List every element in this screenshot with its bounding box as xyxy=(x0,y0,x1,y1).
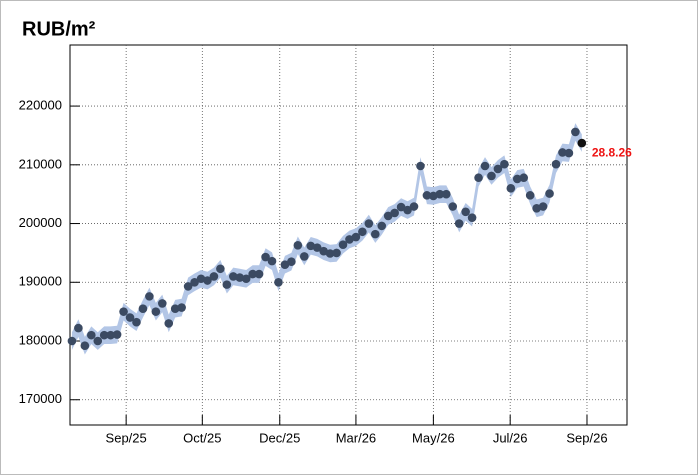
chart-title: RUB/m² xyxy=(22,18,96,40)
point xyxy=(125,313,135,322)
x-tick-label: Dec/25 xyxy=(259,430,300,445)
point xyxy=(164,319,174,328)
point xyxy=(241,274,251,284)
point xyxy=(93,336,103,346)
point xyxy=(429,191,438,201)
point xyxy=(345,235,354,244)
point xyxy=(216,264,225,274)
plot-frame xyxy=(69,44,628,426)
point xyxy=(190,277,199,287)
point xyxy=(274,277,283,287)
point xyxy=(571,127,580,137)
point xyxy=(461,207,470,217)
point xyxy=(358,227,367,237)
point xyxy=(538,202,548,211)
point xyxy=(493,164,503,174)
point xyxy=(332,248,341,258)
point xyxy=(512,174,522,184)
point xyxy=(80,341,90,351)
y-tick-label: 200000 xyxy=(19,215,62,230)
point xyxy=(287,257,296,267)
point xyxy=(545,189,554,198)
point xyxy=(132,317,141,327)
point xyxy=(506,184,516,193)
point xyxy=(306,241,316,251)
point xyxy=(487,171,496,181)
point xyxy=(254,269,264,279)
point xyxy=(74,323,83,333)
point xyxy=(99,330,109,340)
point xyxy=(203,276,212,285)
point xyxy=(390,208,399,218)
point xyxy=(235,273,245,282)
point xyxy=(112,330,122,339)
point xyxy=(299,252,309,261)
point xyxy=(325,249,335,258)
point xyxy=(519,173,529,183)
x-tick-label: Sep/26 xyxy=(566,430,607,445)
point xyxy=(261,252,270,262)
point xyxy=(177,303,186,312)
point xyxy=(222,280,232,289)
point xyxy=(564,148,574,158)
point xyxy=(403,205,412,215)
point xyxy=(338,240,348,249)
point xyxy=(474,173,483,183)
y-tick-label: 170000 xyxy=(19,391,62,406)
point xyxy=(280,260,290,269)
point xyxy=(467,213,477,222)
y-tick-label: 190000 xyxy=(19,274,62,289)
point xyxy=(319,246,328,256)
point xyxy=(228,272,238,281)
point xyxy=(500,159,509,169)
point xyxy=(293,240,303,250)
point xyxy=(532,203,541,213)
point xyxy=(312,243,322,252)
point xyxy=(409,202,419,211)
point xyxy=(209,272,219,281)
point xyxy=(157,299,167,308)
point xyxy=(480,161,490,171)
point xyxy=(422,191,432,200)
y-tick-label: 180000 xyxy=(19,332,62,347)
annotation: 28.8.26 xyxy=(592,145,632,159)
point xyxy=(351,232,361,242)
point xyxy=(383,211,393,221)
point xyxy=(454,219,464,228)
point xyxy=(416,161,425,171)
point xyxy=(577,138,587,148)
point xyxy=(267,256,277,266)
point xyxy=(448,202,458,211)
point xyxy=(441,189,451,199)
x-tick-label: Jul/26 xyxy=(493,430,528,445)
point xyxy=(119,307,128,316)
x-tick-label: Mar/26 xyxy=(336,430,376,445)
point xyxy=(183,282,193,291)
y-tick-label: 220000 xyxy=(19,98,62,113)
point xyxy=(396,202,406,212)
y-tick-label: 210000 xyxy=(19,156,62,171)
x-tick-label: Oct/25 xyxy=(183,430,221,445)
point xyxy=(364,219,374,228)
point xyxy=(151,307,161,316)
point xyxy=(525,191,535,200)
point xyxy=(248,269,257,279)
x-tick-label: May/26 xyxy=(412,430,455,445)
point xyxy=(170,304,180,314)
point xyxy=(435,189,445,199)
point xyxy=(370,229,380,239)
point xyxy=(86,330,96,340)
point xyxy=(145,292,154,301)
point xyxy=(196,274,206,284)
point xyxy=(138,304,148,314)
point xyxy=(67,336,77,346)
point xyxy=(106,330,115,340)
point xyxy=(377,221,387,231)
point xyxy=(558,148,567,157)
x-tick-label: Sep/25 xyxy=(106,430,147,445)
point xyxy=(551,159,561,169)
